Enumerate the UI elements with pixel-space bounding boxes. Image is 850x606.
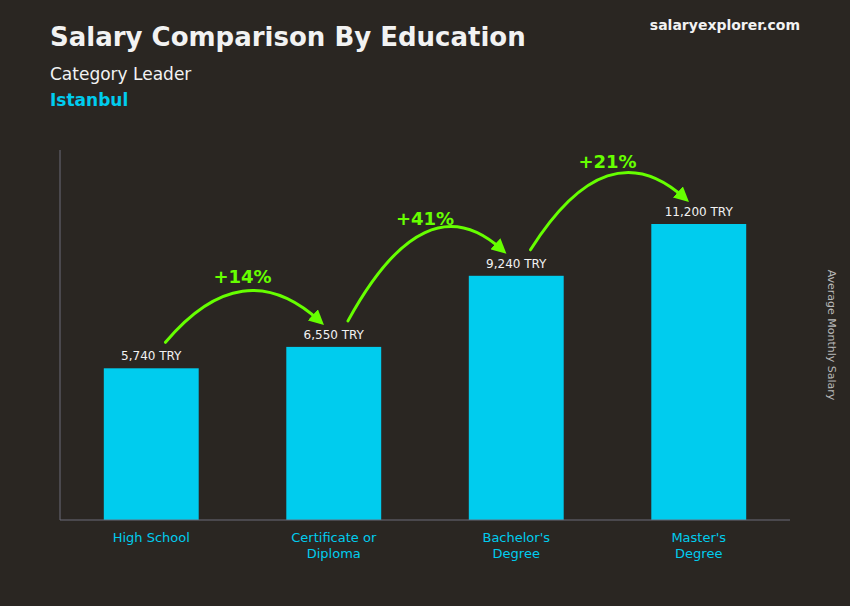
bar: [651, 224, 746, 520]
bars: [104, 224, 746, 520]
title: Salary Comparison By Education: [50, 22, 526, 52]
y-axis-line: [60, 150, 61, 520]
source: salaryexplorer.com: [650, 17, 800, 33]
y-axis-label: Average Monthly Salary: [825, 270, 838, 401]
chart: Salary Comparison By Education Category L…: [0, 0, 850, 606]
change-label: +14%: [213, 266, 271, 287]
subtitle: Category Leader: [50, 64, 191, 84]
change-arrow: [165, 291, 319, 343]
change-arrow: [530, 172, 684, 249]
x-tick-label: Certificate orDiploma: [291, 530, 377, 561]
background: [0, 0, 850, 606]
x-tick-label: Bachelor'sDegree: [482, 530, 550, 561]
change-label: +21%: [578, 151, 636, 172]
location: Istanbul: [50, 90, 128, 110]
x-tick-label: High School: [113, 530, 190, 545]
data-label: 5,740 TRY: [121, 349, 182, 363]
x-axis-line: [60, 520, 790, 521]
bar: [104, 368, 199, 520]
change-label: +41%: [396, 208, 454, 229]
bar: [286, 347, 381, 520]
change-arrow: [348, 227, 502, 321]
data-label: 9,240 TRY: [486, 257, 547, 271]
bar: [469, 276, 564, 520]
data-label: 11,200 TRY: [665, 205, 734, 219]
x-tick-label: Master'sDegree: [671, 530, 726, 561]
data-label: 6,550 TRY: [304, 328, 365, 342]
